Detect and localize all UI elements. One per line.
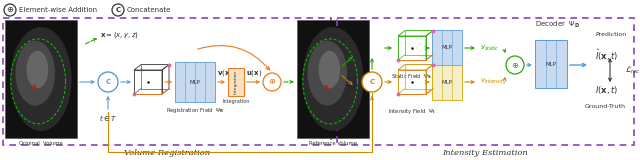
Text: Element-wise Addition: Element-wise Addition bbox=[19, 7, 97, 13]
FancyBboxPatch shape bbox=[5, 20, 77, 138]
Ellipse shape bbox=[15, 41, 55, 106]
Circle shape bbox=[263, 73, 281, 91]
Text: Volume Registration: Volume Registration bbox=[124, 149, 210, 157]
FancyBboxPatch shape bbox=[432, 30, 462, 65]
Text: MLP: MLP bbox=[545, 61, 556, 67]
Text: Integration: Integration bbox=[222, 99, 250, 104]
Text: $v_{intensity}$: $v_{intensity}$ bbox=[480, 77, 508, 87]
Text: C: C bbox=[369, 79, 374, 85]
Text: Static Field  $\Psi_\mathbf{S}$: Static Field $\Psi_\mathbf{S}$ bbox=[392, 72, 433, 81]
Text: $\mathbf{x} = (x,y,z)$: $\mathbf{x} = (x,y,z)$ bbox=[100, 30, 139, 40]
Text: $\varphi(\mathbf{x})$: $\varphi(\mathbf{x})$ bbox=[335, 65, 351, 75]
Ellipse shape bbox=[10, 27, 72, 131]
Text: $\oplus$: $\oplus$ bbox=[268, 77, 276, 87]
Text: $\oplus$: $\oplus$ bbox=[6, 5, 14, 15]
Text: $\hat{I}(\mathbf{x},t)$: $\hat{I}(\mathbf{x},t)$ bbox=[595, 47, 618, 63]
Text: Prediction: Prediction bbox=[595, 32, 627, 37]
Circle shape bbox=[506, 56, 524, 74]
Text: MLP: MLP bbox=[189, 80, 200, 84]
Text: Registration Field  $\Psi_\mathbf{R}$: Registration Field $\Psi_\mathbf{R}$ bbox=[166, 106, 224, 115]
Circle shape bbox=[4, 4, 16, 16]
Text: $v_{static}$: $v_{static}$ bbox=[480, 43, 499, 53]
Circle shape bbox=[98, 72, 118, 92]
Text: MLP: MLP bbox=[442, 45, 452, 50]
Ellipse shape bbox=[319, 51, 340, 88]
Text: $t \in T$: $t \in T$ bbox=[99, 113, 117, 123]
Text: Ground-Truth: Ground-Truth bbox=[584, 104, 625, 109]
FancyBboxPatch shape bbox=[297, 20, 369, 138]
Ellipse shape bbox=[27, 51, 48, 88]
Text: C: C bbox=[106, 79, 111, 85]
Text: Intensity Estimation: Intensity Estimation bbox=[443, 149, 529, 157]
Text: $\oplus$: $\oplus$ bbox=[511, 60, 519, 69]
Text: $\mathbf{u}(\mathbf{x})$: $\mathbf{u}(\mathbf{x})$ bbox=[246, 68, 262, 78]
Text: Reference Volume: Reference Volume bbox=[309, 141, 357, 146]
Text: Integration: Integration bbox=[234, 70, 238, 94]
Ellipse shape bbox=[307, 41, 347, 106]
Text: Concatenate: Concatenate bbox=[127, 7, 172, 13]
Ellipse shape bbox=[302, 27, 364, 131]
Text: Original  Volume: Original Volume bbox=[19, 141, 63, 146]
Text: $\mathbf{v}(\mathbf{x})$: $\mathbf{v}(\mathbf{x})$ bbox=[217, 68, 233, 78]
Circle shape bbox=[362, 72, 382, 92]
FancyBboxPatch shape bbox=[432, 65, 462, 100]
FancyBboxPatch shape bbox=[175, 62, 215, 102]
Text: Intensity Field  $\Psi_\mathbf{I}$: Intensity Field $\Psi_\mathbf{I}$ bbox=[388, 107, 436, 116]
Text: C: C bbox=[115, 7, 120, 13]
Text: $I(\mathbf{x},t)$: $I(\mathbf{x},t)$ bbox=[595, 84, 618, 96]
Text: Decoder  $\Psi_\mathbf{D}$: Decoder $\Psi_\mathbf{D}$ bbox=[535, 20, 580, 30]
FancyBboxPatch shape bbox=[535, 40, 567, 88]
Text: $\mathcal{L}_{rec}$: $\mathcal{L}_{rec}$ bbox=[625, 64, 640, 76]
FancyBboxPatch shape bbox=[228, 68, 244, 96]
Circle shape bbox=[112, 4, 124, 16]
Text: MLP: MLP bbox=[442, 80, 452, 85]
